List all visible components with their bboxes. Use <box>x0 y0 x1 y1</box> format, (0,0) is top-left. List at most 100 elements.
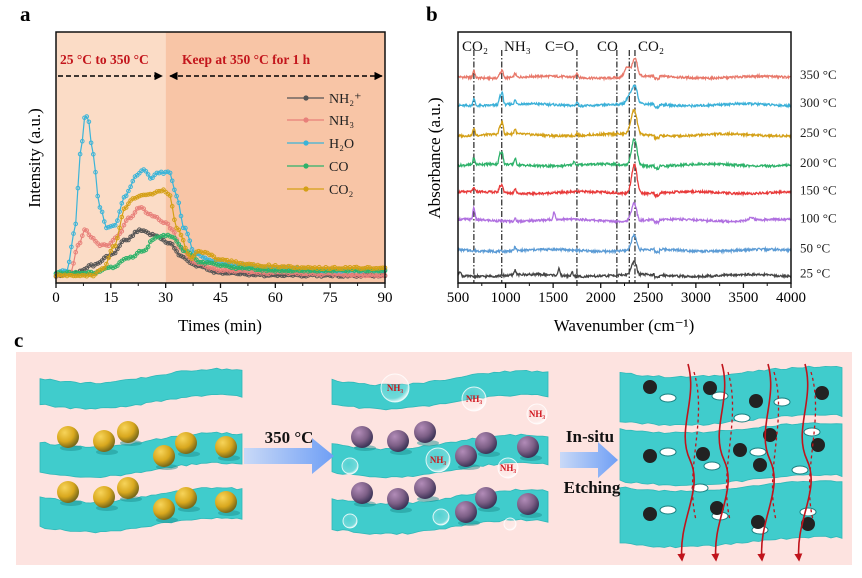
data-point <box>174 239 179 244</box>
sphere <box>414 421 436 443</box>
data-point <box>154 170 160 176</box>
sphere <box>351 482 373 504</box>
reference-label: CO₂ <box>638 39 664 55</box>
data-point <box>378 272 383 278</box>
sphere <box>117 421 139 443</box>
ion-flow-path-dotted <box>691 371 700 521</box>
pore <box>791 465 809 475</box>
data-point <box>117 209 122 214</box>
phase-holding-region <box>165 32 385 283</box>
legend-label: H₂O <box>329 137 354 152</box>
data-point <box>117 225 122 231</box>
data-point <box>115 263 120 268</box>
data-point <box>130 178 136 184</box>
data-point <box>121 237 127 243</box>
data-point <box>231 269 236 274</box>
sphere <box>455 501 477 523</box>
data-point <box>77 273 83 279</box>
data-point <box>69 244 74 250</box>
sphere <box>57 481 79 503</box>
temperature-label: 150 °C <box>800 183 837 198</box>
data-point <box>172 230 177 235</box>
data-point <box>288 264 294 269</box>
porous-sheets <box>619 363 843 562</box>
data-point <box>299 265 305 270</box>
legend-label: CO₂ <box>329 183 353 198</box>
data-point <box>194 249 199 255</box>
spectrum-5 <box>457 201 792 226</box>
x-axis: 500 1000 1500 2000 2500 3000 3500 4000 <box>447 283 806 306</box>
data-point <box>91 152 96 157</box>
phase-label-heating: 25 °C to 350 °C <box>60 52 149 67</box>
data-point <box>130 213 136 219</box>
data-point <box>301 271 307 277</box>
data-point <box>88 272 94 278</box>
data-point <box>145 172 151 177</box>
data-point <box>312 265 318 270</box>
data-point <box>338 266 344 272</box>
data-point <box>297 268 302 274</box>
metal-particle <box>643 507 657 521</box>
data-point <box>66 272 72 278</box>
panel-label-b: b <box>426 2 438 26</box>
data-point <box>71 261 76 266</box>
bubble-label: NH₃ <box>466 394 483 404</box>
x-tick-label: 2500 <box>633 290 663 306</box>
data-point <box>77 151 83 157</box>
data-point <box>139 228 144 233</box>
data-point <box>207 260 212 266</box>
data-point <box>198 260 204 265</box>
data-point <box>365 265 370 270</box>
data-point <box>319 266 324 272</box>
data-point <box>216 262 221 268</box>
legend-label: CO <box>329 160 348 175</box>
data-point <box>60 273 65 279</box>
data-point <box>303 265 309 271</box>
data-point <box>310 265 315 271</box>
data-point <box>290 273 296 278</box>
data-point <box>314 271 320 277</box>
metal-particle <box>749 394 763 408</box>
data-point <box>86 269 92 275</box>
ion-flow-arrow <box>757 363 775 562</box>
x-tick-label: 60 <box>268 290 283 306</box>
data-point <box>102 265 107 271</box>
data-point <box>172 235 177 241</box>
data-point <box>99 258 105 263</box>
data-point <box>220 268 225 274</box>
data-point <box>134 206 140 211</box>
gas-bubble <box>342 513 358 529</box>
data-point <box>95 193 100 199</box>
data-point <box>367 265 372 270</box>
data-point <box>253 263 258 269</box>
data-point <box>132 210 138 215</box>
data-point <box>172 217 177 222</box>
spectrum-2 <box>457 108 792 142</box>
x-tick-label: 500 <box>447 290 470 306</box>
data-point <box>178 253 184 259</box>
x-tick-label: 4000 <box>776 290 806 306</box>
pore <box>799 507 817 517</box>
data-point <box>104 243 109 248</box>
data-point <box>264 271 269 276</box>
data-point <box>126 188 131 194</box>
data-point <box>330 265 335 271</box>
temperature-label: 50 °C <box>800 240 830 255</box>
data-point <box>84 265 89 271</box>
chart-a: 25 °C to 350 °C Keep at 350 °C for 1 h 0… <box>25 31 393 335</box>
data-point <box>73 249 78 255</box>
pore <box>733 413 751 423</box>
data-point <box>95 261 100 266</box>
data-point <box>102 242 107 247</box>
process-arrow-heating <box>244 438 334 474</box>
data-point <box>91 236 96 241</box>
data-point <box>176 200 182 206</box>
legend-marker <box>303 163 309 169</box>
data-point <box>207 252 212 258</box>
data-point <box>159 234 164 239</box>
sphere <box>93 430 115 452</box>
data-point <box>262 264 267 269</box>
data-point <box>119 214 125 220</box>
sphere <box>93 486 115 508</box>
data-point <box>183 245 188 251</box>
